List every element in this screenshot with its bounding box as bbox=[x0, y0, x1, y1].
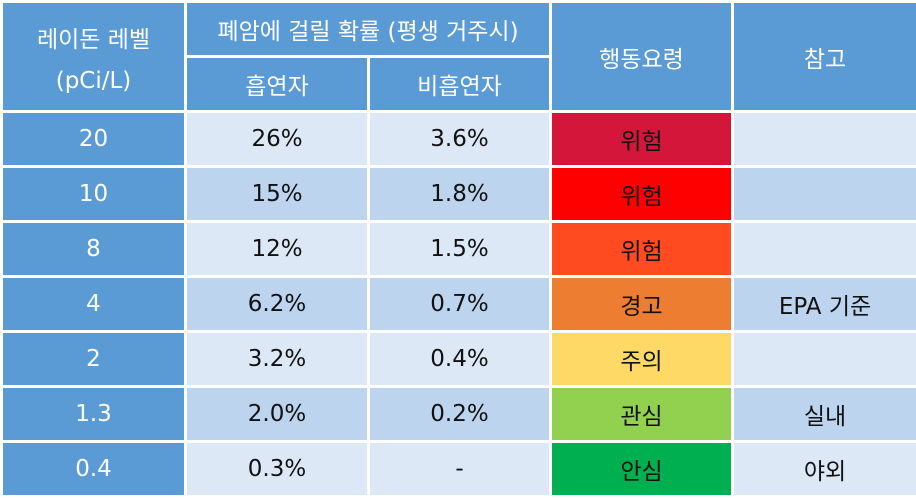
radon-level-cell: 1.3 bbox=[0, 385, 187, 443]
non-smoker-probability-cell: 0.2% bbox=[367, 385, 552, 443]
header-radon-level-label: 레이돈 레벨 bbox=[36, 26, 151, 53]
table-row: 10 15% 1.8% 위험 bbox=[0, 165, 916, 223]
header-action: 행동요령 bbox=[549, 0, 734, 113]
note-cell: 실내 bbox=[731, 385, 916, 443]
header-lung-cancer-probability: 폐암에 걸릴 확률 (평생 거주시) bbox=[184, 0, 552, 58]
radon-level-cell: 2 bbox=[0, 330, 187, 388]
radon-level-cell: 8 bbox=[0, 220, 187, 278]
table-row: 0.4 0.3% - 안심 야외 bbox=[0, 440, 916, 498]
non-smoker-probability-cell: 1.8% bbox=[367, 165, 552, 223]
note-cell bbox=[731, 110, 916, 168]
radon-level-cell: 0.4 bbox=[0, 440, 187, 498]
action-cell: 안심 bbox=[549, 440, 734, 498]
table-row: 4 6.2% 0.7% 경고 EPA 기준 bbox=[0, 275, 916, 333]
smoker-probability-cell: 0.3% bbox=[184, 440, 370, 498]
header-note: 참고 bbox=[731, 0, 916, 113]
action-cell: 위험 bbox=[549, 165, 734, 223]
non-smoker-probability-cell: 0.4% bbox=[367, 330, 552, 388]
radon-level-cell: 4 bbox=[0, 275, 187, 333]
table-row: 8 12% 1.5% 위험 bbox=[0, 220, 916, 278]
radon-level-cell: 10 bbox=[0, 165, 187, 223]
header-non-smoker: 비흡연자 bbox=[367, 55, 552, 113]
action-cell: 위험 bbox=[549, 110, 734, 168]
action-cell: 관심 bbox=[549, 385, 734, 443]
header-radon-level: 레이돈 레벨 (pCi/L) bbox=[0, 0, 187, 113]
table-row: 20 26% 3.6% 위험 bbox=[0, 110, 916, 168]
smoker-probability-cell: 3.2% bbox=[184, 330, 370, 388]
note-cell bbox=[731, 165, 916, 223]
action-cell: 주의 bbox=[549, 330, 734, 388]
smoker-probability-cell: 2.0% bbox=[184, 385, 370, 443]
note-cell: 야외 bbox=[731, 440, 916, 498]
action-cell: 위험 bbox=[549, 220, 734, 278]
smoker-probability-cell: 26% bbox=[184, 110, 370, 168]
header-radon-level-unit: (pCi/L) bbox=[55, 67, 132, 94]
note-cell: EPA 기준 bbox=[731, 275, 916, 333]
non-smoker-probability-cell: 3.6% bbox=[367, 110, 552, 168]
smoker-probability-cell: 15% bbox=[184, 165, 370, 223]
table-row: 2 3.2% 0.4% 주의 bbox=[0, 330, 916, 388]
non-smoker-probability-cell: - bbox=[367, 440, 552, 498]
header-smoker: 흡연자 bbox=[184, 55, 370, 113]
note-cell bbox=[731, 330, 916, 388]
non-smoker-probability-cell: 1.5% bbox=[367, 220, 552, 278]
note-cell bbox=[731, 220, 916, 278]
table-row: 1.3 2.0% 0.2% 관심 실내 bbox=[0, 385, 916, 443]
non-smoker-probability-cell: 0.7% bbox=[367, 275, 552, 333]
radon-level-cell: 20 bbox=[0, 110, 187, 168]
smoker-probability-cell: 6.2% bbox=[184, 275, 370, 333]
smoker-probability-cell: 12% bbox=[184, 220, 370, 278]
action-cell: 경고 bbox=[549, 275, 734, 333]
